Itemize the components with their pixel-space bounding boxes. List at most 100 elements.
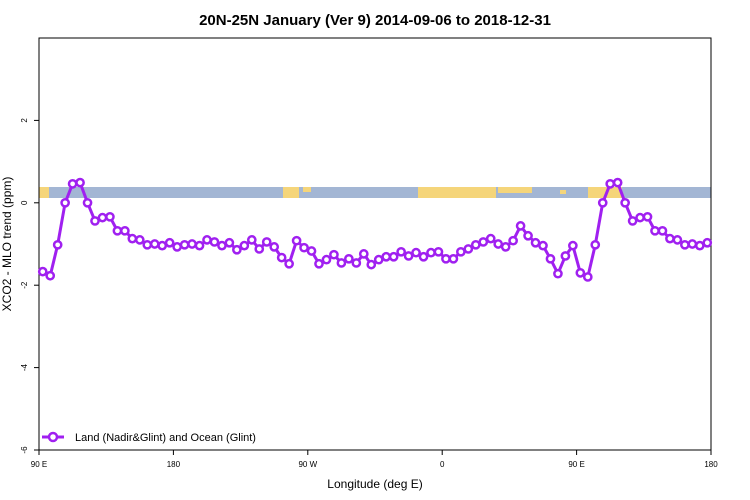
point xyxy=(635,212,645,223)
point xyxy=(373,254,384,265)
point xyxy=(665,233,675,244)
point xyxy=(500,242,511,252)
point xyxy=(194,240,205,251)
point xyxy=(344,253,354,264)
point xyxy=(209,237,220,247)
point xyxy=(105,211,115,222)
point xyxy=(202,235,212,245)
point xyxy=(597,197,608,208)
point xyxy=(269,242,280,252)
point xyxy=(582,272,593,282)
point xyxy=(142,239,153,250)
point xyxy=(515,221,526,231)
point xyxy=(687,239,698,249)
point xyxy=(224,237,235,248)
point xyxy=(642,211,653,222)
point xyxy=(418,251,429,262)
point xyxy=(523,230,533,241)
y-tick-label: 0 xyxy=(20,200,29,205)
point xyxy=(246,235,257,245)
point xyxy=(157,240,168,251)
point xyxy=(396,246,406,257)
point xyxy=(306,246,317,256)
x-tick-label: 0 xyxy=(440,460,445,469)
point xyxy=(627,216,638,226)
point xyxy=(232,244,242,255)
y-tick-label: 2 xyxy=(20,118,29,123)
y-tick-label: -2 xyxy=(20,281,29,289)
point xyxy=(75,177,85,188)
point xyxy=(381,251,392,262)
point xyxy=(680,239,690,250)
point xyxy=(299,242,309,253)
point xyxy=(284,258,294,269)
point xyxy=(657,225,668,236)
point xyxy=(508,235,518,246)
point xyxy=(366,259,377,270)
point xyxy=(620,197,630,208)
point xyxy=(470,239,481,250)
point xyxy=(605,178,616,189)
point xyxy=(351,258,362,268)
y-tick-label: -4 xyxy=(20,363,29,371)
point xyxy=(82,197,93,208)
x-tick-label: 90 W xyxy=(298,460,317,469)
point xyxy=(37,266,48,277)
x-axis-label: Longitude (deg E) xyxy=(327,477,422,491)
point xyxy=(575,267,586,278)
legend-label: Land (Nadir&Glint) and Ocean (Glint) xyxy=(75,432,256,444)
legend-marker xyxy=(47,431,59,443)
point xyxy=(694,240,705,251)
point xyxy=(448,253,459,264)
point xyxy=(336,258,347,268)
point xyxy=(217,240,227,251)
point xyxy=(485,233,496,244)
point xyxy=(261,237,272,247)
point xyxy=(254,244,265,254)
point xyxy=(590,239,601,250)
point xyxy=(560,251,571,261)
point xyxy=(456,246,466,257)
point xyxy=(90,216,100,226)
point xyxy=(187,239,197,249)
point xyxy=(358,249,369,259)
point xyxy=(179,239,190,250)
point xyxy=(127,233,138,244)
point xyxy=(239,240,250,251)
x-tick-label: 90 E xyxy=(31,460,47,469)
x-tick-label: 180 xyxy=(704,460,718,469)
point xyxy=(612,177,623,188)
x-tick-label: 180 xyxy=(167,460,181,469)
point xyxy=(164,237,175,248)
point xyxy=(149,239,160,249)
point xyxy=(97,212,108,223)
point xyxy=(291,235,302,246)
point xyxy=(403,251,414,261)
point xyxy=(530,237,541,248)
point xyxy=(120,225,130,236)
y-axis-label: XCO2 - MLO trend (ppm) xyxy=(0,177,14,312)
point xyxy=(538,240,548,251)
point xyxy=(314,258,324,269)
legend: Land (Nadir&Glint) and Ocean (Glint) xyxy=(42,431,256,444)
point xyxy=(52,239,63,250)
point xyxy=(60,197,70,208)
point xyxy=(134,235,145,245)
point xyxy=(411,247,421,258)
point xyxy=(433,246,444,257)
chart-title: 20N-25N January (Ver 9) 2014-09-06 to 20… xyxy=(199,12,551,29)
point xyxy=(172,242,182,252)
point xyxy=(329,249,339,260)
point xyxy=(67,178,78,189)
point xyxy=(650,225,660,236)
point xyxy=(388,251,399,262)
x-tick-label: 90 E xyxy=(568,460,584,469)
point xyxy=(702,237,713,248)
point xyxy=(45,270,56,281)
point xyxy=(545,253,556,264)
point xyxy=(478,237,489,247)
point xyxy=(568,240,578,251)
point xyxy=(493,239,504,249)
point xyxy=(426,247,436,258)
